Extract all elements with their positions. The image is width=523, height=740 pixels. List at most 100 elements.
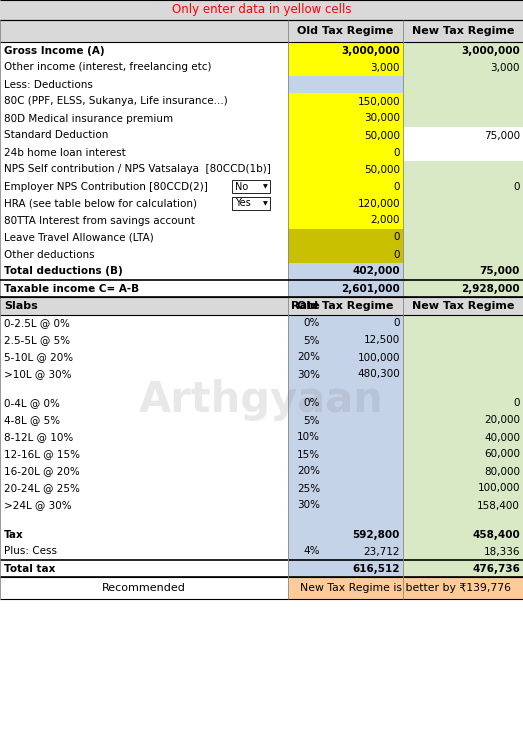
- Text: Recommended: Recommended: [102, 583, 186, 593]
- Text: 480,300: 480,300: [357, 369, 400, 380]
- Bar: [288, 76, 403, 93]
- Bar: [288, 560, 403, 577]
- Bar: [403, 127, 523, 144]
- Bar: [288, 110, 403, 127]
- Text: 2,000: 2,000: [370, 215, 400, 226]
- Text: 5-10L @ 20%: 5-10L @ 20%: [4, 352, 73, 363]
- Bar: [403, 144, 523, 161]
- Bar: [288, 315, 403, 332]
- Text: Slabs: Slabs: [4, 301, 38, 311]
- Bar: [288, 383, 403, 395]
- Bar: [288, 93, 403, 110]
- Bar: [403, 195, 523, 212]
- Bar: [403, 59, 523, 76]
- Text: 0: 0: [393, 318, 400, 329]
- Text: 0: 0: [393, 181, 400, 192]
- Bar: [288, 42, 403, 59]
- Text: 0-4L @ 0%: 0-4L @ 0%: [4, 399, 60, 408]
- Text: 30,000: 30,000: [364, 113, 400, 124]
- Text: 100,000: 100,000: [477, 483, 520, 494]
- Text: 0: 0: [393, 147, 400, 158]
- Text: 0: 0: [393, 249, 400, 260]
- Bar: [403, 560, 523, 577]
- Text: Total tax: Total tax: [4, 563, 55, 574]
- Text: 15%: 15%: [297, 449, 320, 460]
- Text: 402,000: 402,000: [353, 266, 400, 277]
- Text: Only enter data in yellow cells: Only enter data in yellow cells: [172, 4, 351, 16]
- Bar: [288, 480, 403, 497]
- Text: 100,000: 100,000: [358, 352, 400, 363]
- Bar: [288, 497, 403, 514]
- Bar: [288, 280, 403, 297]
- Text: 25%: 25%: [297, 483, 320, 494]
- Text: New Tax Regime: New Tax Regime: [412, 301, 514, 311]
- Text: 80D Medical insurance premium: 80D Medical insurance premium: [4, 113, 173, 124]
- Text: Plus: Cess: Plus: Cess: [4, 547, 57, 556]
- Text: 12,500: 12,500: [364, 335, 400, 346]
- Text: New Tax Regime is better by ₹139,776: New Tax Regime is better by ₹139,776: [300, 583, 511, 593]
- Text: 16-20L @ 20%: 16-20L @ 20%: [4, 466, 79, 477]
- Text: 30%: 30%: [297, 500, 320, 511]
- Text: 20-24L @ 25%: 20-24L @ 25%: [4, 483, 80, 494]
- Bar: [232, 180, 270, 193]
- Bar: [288, 110, 403, 127]
- Bar: [288, 395, 403, 412]
- Bar: [0, 20, 523, 42]
- Text: 0%: 0%: [304, 318, 320, 329]
- Text: 0: 0: [514, 181, 520, 192]
- Text: 80C (PPF, ELSS, Sukanya, Life insurance...): 80C (PPF, ELSS, Sukanya, Life insurance.…: [4, 96, 228, 107]
- Text: 3,000,000: 3,000,000: [461, 45, 520, 56]
- Bar: [403, 383, 523, 395]
- Bar: [403, 42, 523, 59]
- Bar: [403, 93, 523, 110]
- Bar: [288, 463, 403, 480]
- Text: 4-8L @ 5%: 4-8L @ 5%: [4, 415, 60, 425]
- Text: Standard Deduction: Standard Deduction: [4, 130, 108, 141]
- Bar: [232, 197, 270, 210]
- Text: >10L @ 30%: >10L @ 30%: [4, 369, 72, 380]
- Text: Old Tax Regime: Old Tax Regime: [297, 301, 394, 311]
- Bar: [288, 42, 403, 59]
- Text: Employer NPS Contribution [80CCD(2)]: Employer NPS Contribution [80CCD(2)]: [4, 181, 208, 192]
- Bar: [288, 195, 403, 212]
- Text: 2,928,000: 2,928,000: [461, 283, 520, 294]
- Bar: [288, 127, 403, 144]
- Text: 20%: 20%: [297, 466, 320, 477]
- Bar: [288, 429, 403, 446]
- Text: Leave Travel Allowance (LTA): Leave Travel Allowance (LTA): [4, 232, 154, 243]
- Bar: [0, 0, 523, 20]
- Text: 0-2.5L @ 0%: 0-2.5L @ 0%: [4, 318, 70, 329]
- Bar: [403, 161, 523, 178]
- Bar: [288, 446, 403, 463]
- Bar: [288, 161, 403, 178]
- Text: >24L @ 30%: >24L @ 30%: [4, 500, 72, 511]
- Bar: [288, 178, 403, 195]
- Text: 592,800: 592,800: [353, 530, 400, 539]
- Text: Less: Deductions: Less: Deductions: [4, 79, 93, 90]
- Text: Other income (interest, freelancing etc): Other income (interest, freelancing etc): [4, 62, 211, 73]
- Text: 8-12L @ 10%: 8-12L @ 10%: [4, 432, 73, 443]
- Text: 476,736: 476,736: [472, 563, 520, 574]
- Bar: [403, 543, 523, 560]
- Bar: [403, 497, 523, 514]
- Text: Tax: Tax: [4, 530, 24, 539]
- Bar: [288, 212, 403, 229]
- Text: 2,601,000: 2,601,000: [341, 283, 400, 294]
- Text: Old Tax Regime: Old Tax Regime: [297, 26, 394, 36]
- Text: 3,000: 3,000: [370, 62, 400, 73]
- Bar: [403, 349, 523, 366]
- Text: ▼: ▼: [263, 201, 268, 206]
- Text: ▼: ▼: [263, 184, 268, 189]
- Bar: [403, 110, 523, 127]
- Text: Other deductions: Other deductions: [4, 249, 95, 260]
- Text: No: No: [235, 181, 248, 192]
- Text: 458,400: 458,400: [472, 530, 520, 539]
- Bar: [288, 349, 403, 366]
- Bar: [403, 412, 523, 429]
- Bar: [403, 144, 523, 161]
- Bar: [288, 195, 403, 212]
- Text: 0: 0: [393, 232, 400, 243]
- Text: 12-16L @ 15%: 12-16L @ 15%: [4, 449, 80, 460]
- Text: 75,000: 75,000: [480, 266, 520, 277]
- Text: Yes: Yes: [235, 198, 251, 209]
